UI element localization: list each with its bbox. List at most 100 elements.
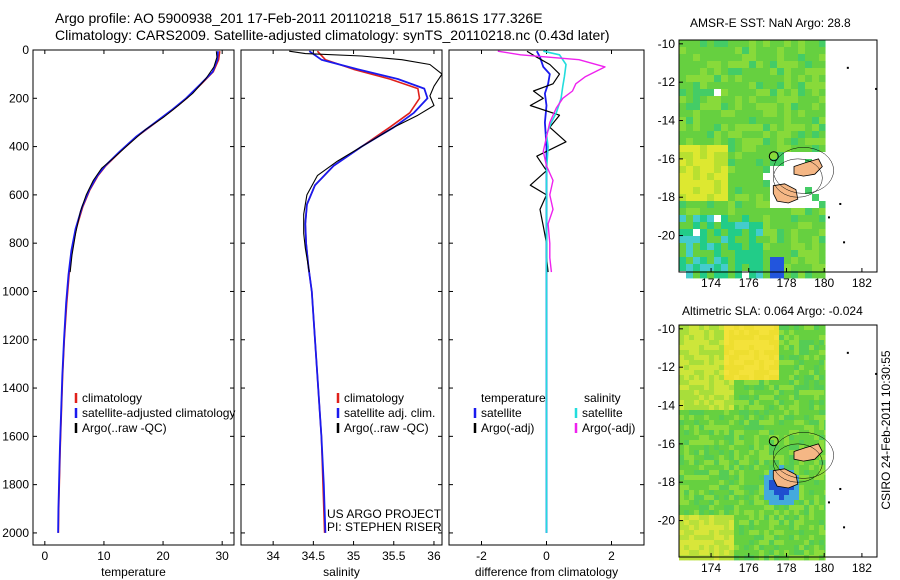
- altimetric-sla-grid-cell: [824, 545, 826, 551]
- altimetric-sla-grid-cell: [784, 330, 790, 336]
- amsr-e-sst-grid-cell: [742, 103, 750, 111]
- altimetric-sla-grid-cell: [704, 515, 710, 521]
- altimetric-sla-grid-cell: [764, 475, 770, 481]
- altimetric-sla-grid-cell: [769, 345, 775, 351]
- altimetric-sla-grid-cell: [754, 330, 760, 336]
- altimetric-sla-grid-cell: [739, 430, 745, 436]
- altimetric-sla-grid-cell: [734, 530, 740, 536]
- altimetric-sla-grid-cell: [754, 500, 760, 506]
- altimetric-sla-grid-cell: [689, 430, 695, 436]
- altimetric-sla-grid-cell: [784, 490, 790, 496]
- altimetric-sla-grid-cell: [779, 405, 785, 411]
- altimetric-sla-grid-cell: [729, 550, 735, 556]
- altimetric-sla-grid-cell: [824, 380, 826, 386]
- altimetric-sla-grid-cell: [729, 465, 735, 471]
- altimetric-sla-grid-cell: [824, 365, 826, 371]
- altimetric-sla-grid-cell: [734, 355, 740, 361]
- altimetric-sla-grid-cell: [784, 550, 790, 556]
- amsr-e-sst-grid-cell: [714, 68, 722, 76]
- altimetric-sla-grid-cell: [739, 445, 745, 451]
- difference-series-temperature-argo-adj-: [526, 50, 567, 273]
- altimetric-sla-grid-cell: [679, 550, 685, 556]
- altimetric-sla-grid-cell: [804, 515, 810, 521]
- altimetric-sla-grid-cell: [779, 415, 785, 421]
- altimetric-sla-grid-cell: [809, 510, 815, 516]
- amsr-e-sst-grid-cell: [812, 75, 820, 83]
- amsr-e-sst-grid-cell: [756, 173, 764, 181]
- amsr-e-sst-grid-cell: [777, 96, 785, 104]
- altimetric-sla-grid-cell: [749, 355, 755, 361]
- altimetric-sla-grid-cell: [789, 375, 795, 381]
- altimetric-sla-grid-cell: [734, 340, 740, 346]
- altimetric-sla-grid-cell: [694, 520, 700, 526]
- altimetric-sla-grid-cell: [779, 365, 785, 371]
- altimetric-sla-grid-cell: [769, 440, 775, 446]
- altimetric-sla-grid-cell: [724, 495, 730, 501]
- altimetric-sla-grid-cell: [784, 450, 790, 456]
- altimetric-sla-grid-cell: [794, 540, 800, 546]
- altimetric-sla-grid-cell: [679, 485, 685, 491]
- altimetric-sla-grid-cell: [714, 350, 720, 356]
- amsr-e-sst-grid-cell: [700, 257, 708, 265]
- amsr-e-sst-grid-cell: [714, 208, 722, 216]
- altimetric-sla-grid-cell: [749, 420, 755, 426]
- altimetric-sla-grid-cell: [764, 400, 770, 406]
- altimetric-sla-grid-cell: [734, 415, 740, 421]
- amsr-e-sst-grid-cell: [749, 173, 757, 181]
- altimetric-sla-grid-cell: [714, 370, 720, 376]
- altimetric-sla-grid-cell: [774, 330, 780, 336]
- altimetric-sla-grid-cell: [709, 550, 715, 556]
- altimetric-sla-grid-cell: [759, 515, 765, 521]
- amsr-e-sst-grid-cell: [756, 124, 764, 132]
- altimetric-sla-grid-cell: [749, 475, 755, 481]
- altimetric-sla-grid-cell: [709, 390, 715, 396]
- altimetric-sla-grid-cell: [719, 540, 725, 546]
- altimetric-sla-grid-cell: [814, 520, 820, 526]
- amsr-e-sst-grid-cell: [791, 96, 799, 104]
- amsr-e-sst-grid-cell: [728, 173, 736, 181]
- altimetric-sla-grid-cell: [709, 465, 715, 471]
- altimetric-sla-grid-cell: [714, 345, 720, 351]
- altimetric-sla-grid-cell: [739, 465, 745, 471]
- altimetric-sla-grid-cell: [719, 460, 725, 466]
- altimetric-sla-grid-cell: [794, 370, 800, 376]
- amsr-e-sst-grid-cell: [707, 257, 715, 265]
- amsr-e-sst-grid-cell: [721, 152, 729, 160]
- altimetric-sla-grid-cell: [799, 400, 805, 406]
- amsr-e-sst-grid-cell: [707, 222, 715, 230]
- amsr-e-sst-grid-cell: [812, 208, 820, 216]
- amsr-e-sst-grid-cell: [791, 271, 799, 279]
- amsr-e-sst-grid-cell: [777, 166, 785, 174]
- altimetric-sla-grid-cell: [764, 395, 770, 401]
- altimetric-sla-grid-cell: [719, 550, 725, 556]
- altimetric-sla-grid-cell: [724, 365, 730, 371]
- altimetric-sla-grid-cell: [729, 435, 735, 441]
- altimetric-sla-grid-cell: [784, 390, 790, 396]
- amsr-e-sst-grid-cell: [805, 208, 813, 216]
- altimetric-sla-grid-cell: [744, 390, 750, 396]
- altimetric-sla-grid-cell: [759, 465, 765, 471]
- altimetric-sla-grid-cell: [724, 500, 730, 506]
- amsr-e-sst-grid-cell: [784, 222, 792, 230]
- altimetric-sla-grid-cell: [754, 325, 760, 331]
- altimetric-sla-grid-cell: [794, 485, 800, 491]
- amsr-e-sst-grid-cell: [784, 229, 792, 237]
- altimetric-sla-grid-cell: [819, 325, 825, 331]
- altimetric-sla-grid-cell: [759, 370, 765, 376]
- altimetric-sla-grid-cell: [689, 380, 695, 386]
- amsr-e-sst-grid-cell: [728, 103, 736, 111]
- altimetric-sla-grid-cell: [719, 330, 725, 336]
- altimetric-sla-grid-cell: [784, 345, 790, 351]
- amsr-e-sst-grid-cell: [791, 47, 799, 55]
- altimetric-sla-grid-cell: [824, 455, 826, 461]
- amsr-e-sst-grid-cell: [693, 208, 701, 216]
- amsr-e-sst-grid-cell: [784, 117, 792, 125]
- amsr-e-sst-grid-cell: [819, 187, 826, 195]
- altimetric-sla-grid-cell: [819, 345, 825, 351]
- altimetric-sla-grid-cell: [729, 450, 735, 456]
- altimetric-sla-grid-cell: [699, 500, 705, 506]
- amsr-e-sst-grid-cell: [798, 271, 806, 279]
- altimetric-sla-grid-cell: [719, 385, 725, 391]
- amsr-e-sst-grid-cell: [735, 103, 743, 111]
- altimetric-sla-grid-cell: [824, 500, 826, 506]
